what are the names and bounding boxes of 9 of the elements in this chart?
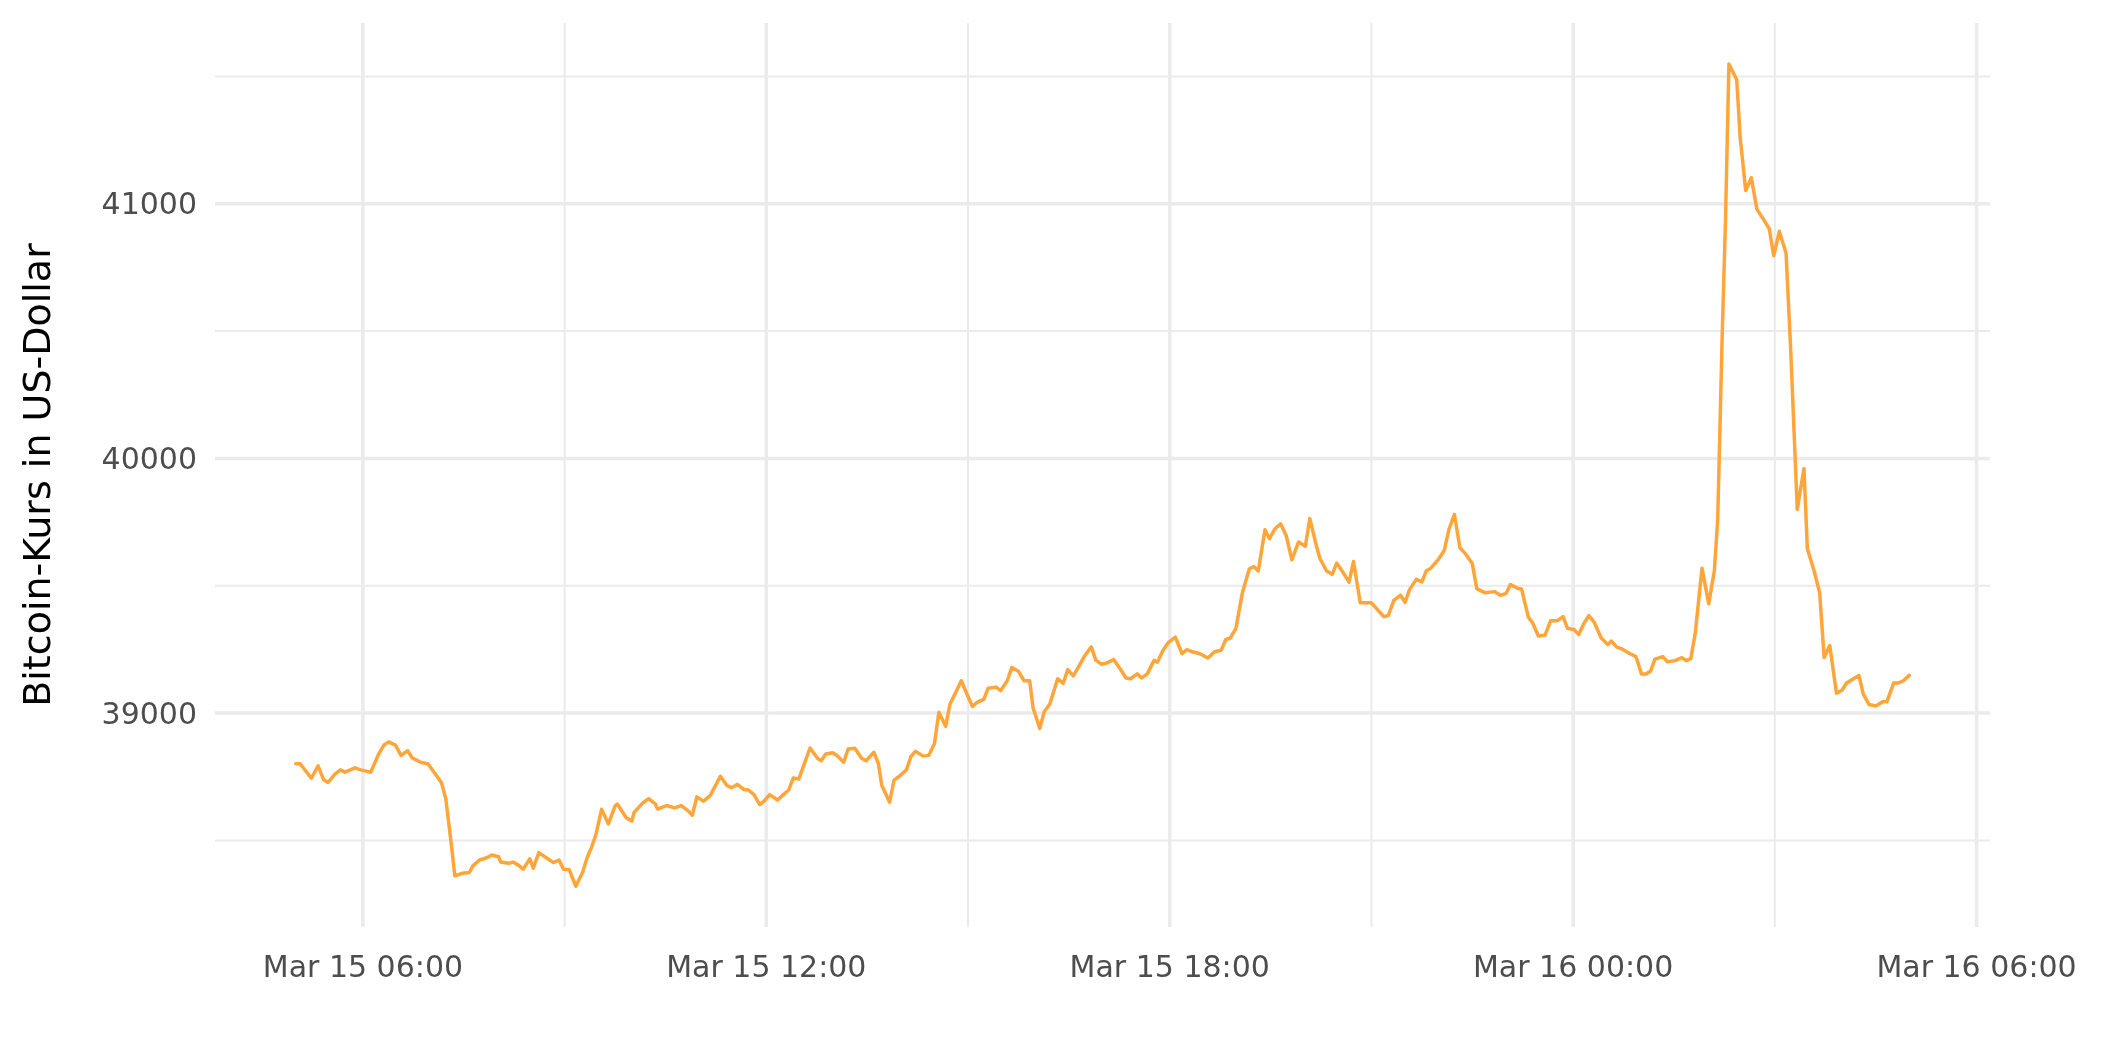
x-tick-label: Mar 15 18:00 — [1069, 949, 1270, 984]
x-tick-label: Mar 16 06:00 — [1876, 949, 2077, 984]
y-axis-title: Bitcoin-Kurs in US-Dollar — [15, 242, 59, 707]
x-tick-label: Mar 15 06:00 — [262, 949, 464, 984]
y-tick-label: 41000 — [101, 186, 197, 222]
y-tick-label: 40000 — [101, 440, 197, 476]
x-tick-label: Mar 15 12:00 — [666, 949, 867, 984]
y-tick-label: 39000 — [101, 695, 197, 731]
x-tick-label: Mar 16 00:00 — [1472, 949, 1674, 984]
